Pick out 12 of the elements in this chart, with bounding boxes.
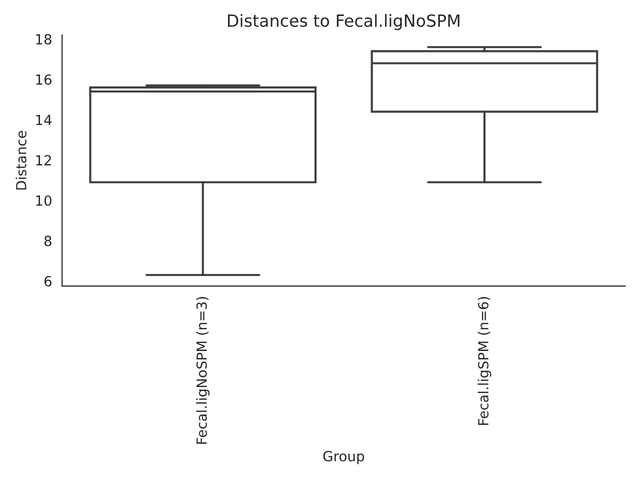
chart-title: Distances to Fecal.ligNoSPM	[228, 14, 460, 30]
x-axis-title: Group	[323, 450, 364, 464]
y-tick-label: 18	[36, 34, 52, 45]
y-tick-label: 16	[36, 74, 52, 85]
y-tick-label: 6	[44, 276, 52, 287]
y-tick-label: 12	[36, 155, 51, 166]
x-tick-label: Fecal.ligNoSPM (n=3)	[196, 297, 210, 444]
y-tick-label: 8	[44, 236, 52, 246]
x-tick-label: Fecal.ligSPM (n=6)	[478, 296, 492, 425]
y-tick-label: 10	[36, 195, 52, 206]
y-axis-title: Distance	[16, 130, 26, 190]
y-tick-label: 14	[36, 114, 52, 126]
